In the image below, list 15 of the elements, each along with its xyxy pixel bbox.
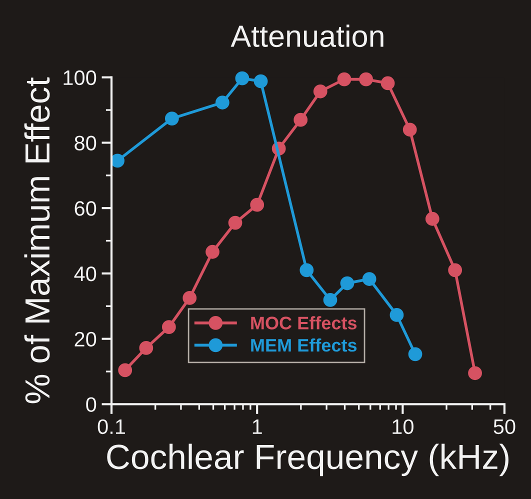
y-tick-label: 20 [74,332,96,347]
chart-title: Attenuation [230,24,384,48]
y-tick-label: 60 [74,201,96,216]
y-tick-label: 0 [86,397,96,412]
y-tick-label: 80 [74,136,96,150]
y-tick-label: 40 [74,266,96,282]
x-tick-label: 1 [252,420,262,434]
legend-label: MOC Effects [251,316,357,330]
y-tick-label: 100 [64,70,96,86]
x-axis-title: Cochlear Frequency (kHz) [107,444,508,476]
x-tick-label: 0.1 [98,419,125,434]
y-axis-title: % of Maximum Effect [24,77,50,404]
x-tick-label: 50 [494,419,516,434]
legend-label: MEM Effects [251,338,357,352]
x-tick-label: 10 [392,419,414,434]
